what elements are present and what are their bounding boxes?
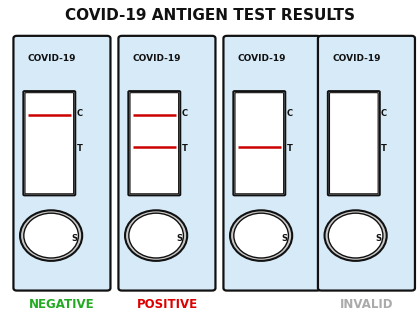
Text: COVID-19: COVID-19 (133, 54, 181, 63)
Ellipse shape (328, 213, 383, 258)
FancyBboxPatch shape (234, 91, 285, 196)
Ellipse shape (234, 213, 289, 258)
FancyBboxPatch shape (13, 36, 110, 291)
Text: T: T (76, 144, 82, 153)
FancyBboxPatch shape (130, 93, 178, 194)
Text: C: C (286, 109, 292, 118)
Ellipse shape (230, 210, 292, 261)
Text: S: S (281, 234, 287, 243)
Text: COVID-19: COVID-19 (238, 54, 286, 63)
FancyBboxPatch shape (25, 93, 74, 194)
Ellipse shape (24, 213, 79, 258)
FancyBboxPatch shape (118, 36, 215, 291)
FancyBboxPatch shape (223, 36, 320, 291)
FancyBboxPatch shape (318, 36, 415, 291)
FancyBboxPatch shape (235, 93, 284, 194)
FancyBboxPatch shape (330, 93, 378, 194)
Text: T: T (381, 144, 387, 153)
Ellipse shape (125, 210, 187, 261)
Text: POSITIVE: POSITIVE (136, 298, 197, 311)
FancyBboxPatch shape (328, 91, 380, 196)
FancyBboxPatch shape (129, 91, 180, 196)
Text: C: C (381, 109, 387, 118)
Ellipse shape (20, 210, 82, 261)
Text: C: C (76, 109, 82, 118)
FancyBboxPatch shape (24, 91, 75, 196)
Ellipse shape (325, 210, 387, 261)
Text: S: S (176, 234, 182, 243)
Text: COVID-19 ANTIGEN TEST RESULTS: COVID-19 ANTIGEN TEST RESULTS (65, 8, 355, 23)
Text: S: S (71, 234, 77, 243)
Text: T: T (181, 144, 187, 153)
Text: INVALID: INVALID (340, 298, 393, 311)
Ellipse shape (129, 213, 184, 258)
Text: COVID-19: COVID-19 (332, 54, 381, 63)
Text: C: C (181, 109, 187, 118)
Text: T: T (286, 144, 292, 153)
Text: NEGATIVE: NEGATIVE (29, 298, 95, 311)
Text: S: S (375, 234, 381, 243)
Text: COVID-19: COVID-19 (28, 54, 76, 63)
